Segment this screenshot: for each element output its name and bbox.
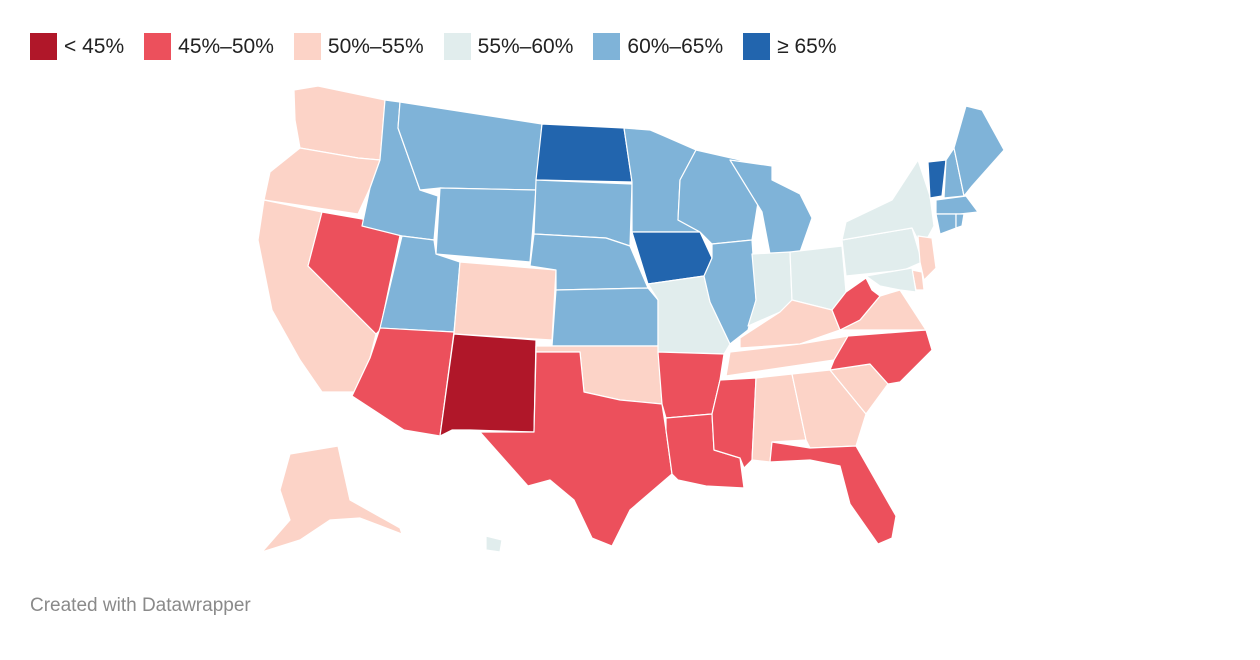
legend-label: < 45% [64,34,125,58]
legend-item-55-60: 55%–60% [443,33,574,60]
state-west-virginia[interactable] [831,277,881,331]
legend-label: 60%–65% [627,34,724,58]
state-maine[interactable] [953,105,1005,197]
state-florida[interactable] [769,441,897,545]
legend-label: ≥ 65% [777,34,837,58]
state-maryland[interactable] [865,267,917,293]
state-montana[interactable] [397,101,543,191]
legend-item-ge65: ≥ 65% [743,33,837,60]
legend-swatch [443,33,471,60]
legend-item-60-65: 60%–65% [593,33,723,60]
state-kansas[interactable] [551,287,659,347]
state-wyoming[interactable] [435,187,537,263]
legend-swatch [30,33,57,60]
state-new-york[interactable] [841,159,935,249]
legend: < 45% 45%–50% 50%–55% 55%–60% 60%–65% ≥ … [30,33,857,60]
legend-swatch [293,33,321,60]
state-connecticut[interactable] [935,213,957,235]
legend-label: 55%–60% [477,34,574,58]
state-ohio[interactable] [789,245,847,311]
state-michigan[interactable] [729,159,813,255]
credit: Created with Datawrapper [30,595,251,616]
legend-label: 45%–50% [178,34,274,58]
state-north-carolina[interactable] [829,329,933,385]
state-massachusetts[interactable] [935,195,979,215]
legend-swatch [593,33,621,60]
state-new-mexico[interactable] [439,333,537,437]
legend-swatch [144,33,172,60]
legend-swatch [743,33,771,60]
state-rhode-island[interactable] [955,213,965,229]
state-alaska[interactable] [261,445,403,553]
state-texas[interactable] [479,351,673,547]
state-hawaii[interactable] [485,535,503,553]
legend-item-lt45: < 45% [30,33,124,60]
state-vermont[interactable] [927,159,947,199]
state-colorado[interactable] [453,261,557,341]
legend-item-45-50: 45%–50% [144,33,274,60]
state-north-dakota[interactable] [535,123,633,183]
state-new-jersey[interactable] [917,235,937,281]
legend-item-50-55: 50%–55% [293,33,424,60]
state-oregon[interactable] [263,147,381,215]
legend-label: 50%–55% [327,34,424,58]
